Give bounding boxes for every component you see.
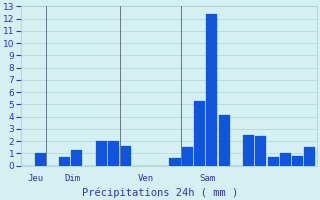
Bar xyxy=(268,157,279,166)
Bar xyxy=(255,136,266,166)
Bar xyxy=(59,157,70,166)
Bar xyxy=(35,153,46,166)
Bar xyxy=(292,156,303,166)
Bar xyxy=(304,147,316,166)
Text: Ven: Ven xyxy=(138,174,154,183)
Bar xyxy=(71,150,83,166)
Bar xyxy=(206,14,217,166)
Text: Précipitations 24h ( mm ): Précipitations 24h ( mm ) xyxy=(82,188,238,198)
Text: Sam: Sam xyxy=(200,174,216,183)
Bar xyxy=(96,141,107,166)
Text: Jeu: Jeu xyxy=(28,174,44,183)
Bar xyxy=(108,141,119,166)
Bar xyxy=(170,158,180,166)
Bar xyxy=(182,147,193,166)
Bar xyxy=(219,115,229,166)
Text: Dim: Dim xyxy=(65,174,81,183)
Bar xyxy=(280,153,291,166)
Bar xyxy=(120,146,132,166)
Bar xyxy=(243,135,254,166)
Bar xyxy=(194,101,205,166)
